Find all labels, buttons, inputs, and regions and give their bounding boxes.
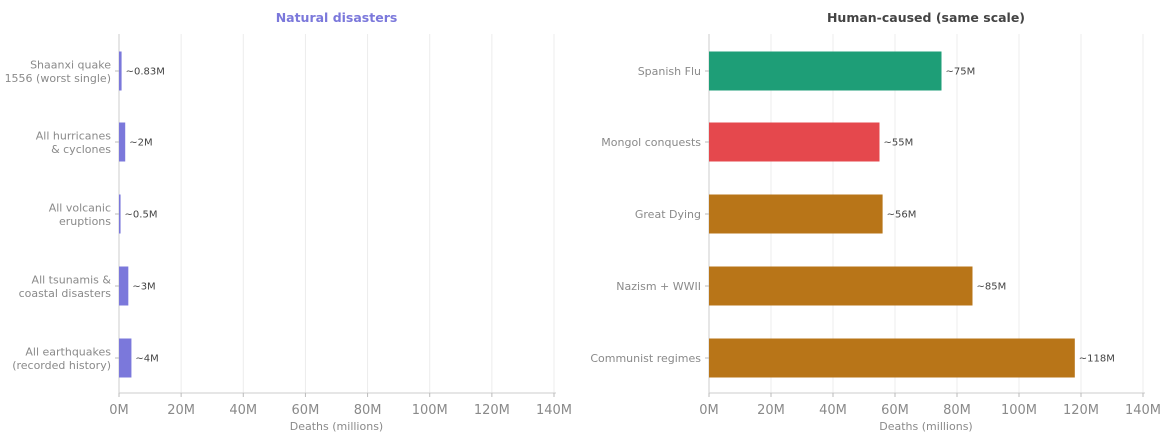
chart-title: Natural disasters — [276, 10, 398, 25]
x-tick-label: 120M — [474, 403, 510, 418]
bar — [709, 122, 880, 162]
x-tick-label: 100M — [412, 403, 448, 418]
bar — [119, 194, 121, 234]
category-label: Great Dying — [635, 208, 701, 221]
category-label: Mongol conquests — [601, 136, 701, 149]
category-label-line: Spanish Flu — [638, 65, 701, 78]
bar — [119, 338, 132, 378]
data-label: ~0.5M — [125, 210, 158, 221]
x-tick-label: 20M — [167, 403, 195, 418]
category-label-line: All tsunamis & — [32, 273, 112, 286]
data-label: ~3M — [132, 282, 155, 293]
bar — [119, 122, 126, 162]
data-label: ~75M — [946, 67, 976, 78]
x-tick-label: 60M — [292, 403, 320, 418]
data-label: ~0.83M — [126, 67, 165, 78]
category-label: Spanish Flu — [638, 65, 701, 78]
data-label: ~4M — [135, 354, 158, 365]
category-label-line: Shaanxi quake — [30, 58, 111, 71]
x-tick-label: 40M — [819, 403, 847, 418]
x-axis-label: Deaths (millions) — [290, 420, 383, 432]
bar — [709, 338, 1075, 378]
x-tick-label: 120M — [1063, 403, 1099, 418]
x-tick-label: 80M — [354, 403, 382, 418]
chart-title: Human-caused (same scale) — [827, 10, 1025, 25]
data-label: ~56M — [887, 210, 917, 221]
x-tick-label: 100M — [1001, 403, 1037, 418]
data-label: ~85M — [977, 282, 1007, 293]
category-label-line: Communist regimes — [590, 352, 701, 365]
x-tick-label: 0M — [109, 403, 129, 418]
x-tick-label: 60M — [881, 403, 909, 418]
category-label-line: All hurricanes — [36, 129, 112, 142]
category-label: Nazism + WWII — [616, 280, 701, 293]
bar — [709, 266, 973, 306]
bar — [709, 194, 883, 234]
chart-panel-human: Human-caused (same scale) 0M 20M 40M 60M 80M 1… — [590, 10, 1161, 432]
category-label-line: Nazism + WWII — [616, 280, 701, 293]
category-label-line: All volcanic — [49, 201, 111, 214]
x-tick-label: 20M — [757, 403, 785, 418]
x-tick-label: 0M — [699, 403, 719, 418]
bar — [709, 51, 942, 91]
category-label-line: Great Dying — [635, 208, 701, 221]
category-label-line: eruptions — [59, 215, 111, 228]
category-label-line: Mongol conquests — [601, 136, 701, 149]
category-label-line: 1556 (worst single) — [5, 72, 111, 85]
x-axis-label: Deaths (millions) — [879, 420, 972, 432]
bar — [119, 266, 129, 306]
category-label-line: All earthquakes — [25, 345, 111, 358]
category-label: Shaanxi quake 1556 (worst single) — [5, 58, 112, 85]
category-label: All earthquakes (recorded history) — [12, 345, 111, 372]
data-label: ~2M — [129, 138, 152, 149]
category-label: All hurricanes & cyclones — [36, 129, 112, 156]
x-tick-label: 140M — [536, 403, 572, 418]
bar — [119, 51, 122, 91]
category-label: All volcanic eruptions — [49, 201, 112, 228]
x-tick-label: 80M — [943, 403, 971, 418]
data-label: ~118M — [1079, 354, 1115, 365]
x-tick-label: 140M — [1125, 403, 1161, 418]
category-label-line: (recorded history) — [12, 359, 111, 372]
category-label: All tsunamis & coastal disasters — [19, 273, 112, 300]
category-label-line: coastal disasters — [19, 287, 112, 300]
chart-panel-natural: Natural disasters 0M 20M 40M 60M 80M 100M 120M 1… — [5, 10, 572, 432]
x-tick-label: 40M — [229, 403, 257, 418]
data-label: ~55M — [884, 138, 914, 149]
category-label: Communist regimes — [590, 352, 701, 365]
category-label-line: & cyclones — [51, 143, 111, 156]
